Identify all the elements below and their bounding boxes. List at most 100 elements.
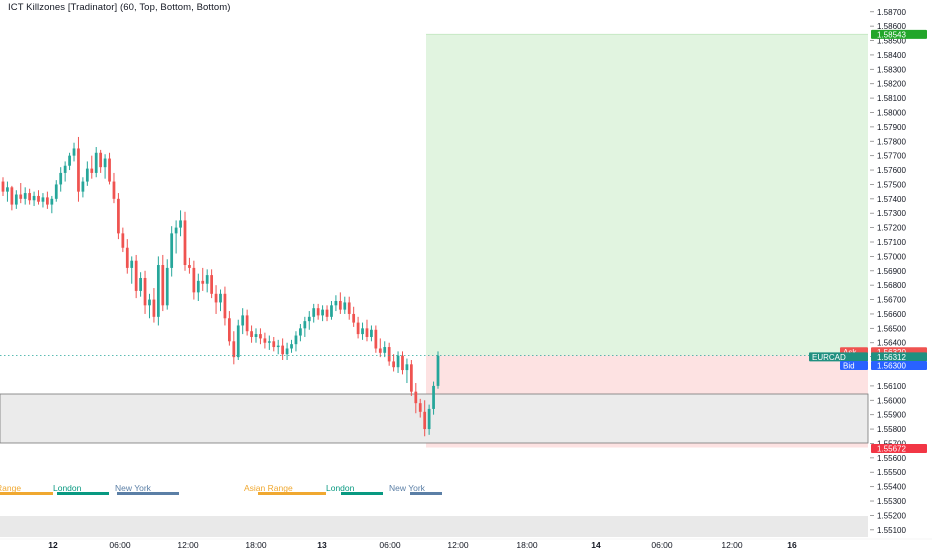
candle-body <box>59 172 63 185</box>
candle-body <box>245 315 249 332</box>
candle <box>196 273 200 301</box>
candle <box>316 303 320 320</box>
candle-body <box>165 267 169 306</box>
candle-body <box>108 158 111 182</box>
candle <box>156 256 160 326</box>
candle-body <box>152 299 156 317</box>
candle <box>183 211 187 271</box>
candle <box>143 270 147 314</box>
candle-body <box>121 233 125 248</box>
candle-body <box>432 385 435 409</box>
candle-body <box>396 355 400 368</box>
candle-body <box>179 220 182 228</box>
price-tick-label: 1.57700 <box>877 152 906 161</box>
price-tick-label: 1.56400 <box>877 339 906 348</box>
candle-body <box>210 275 213 294</box>
price-tick-label: 1.57000 <box>877 252 906 261</box>
session-bar-new-york <box>117 492 179 495</box>
candle-body <box>294 335 298 345</box>
candle-body <box>312 308 316 317</box>
price-tick-label: 1.55200 <box>877 511 906 520</box>
candle-body <box>161 265 165 306</box>
candle-body <box>232 341 236 358</box>
candle-body <box>334 301 338 306</box>
indicator-title[interactable]: ICT Killzones [Tradinator] (60, Top, Bot… <box>8 2 231 13</box>
price-tick-label: 1.58000 <box>877 108 906 117</box>
candle-body <box>54 184 58 199</box>
candle <box>338 292 342 314</box>
candle-body <box>303 321 307 329</box>
candle-body <box>299 328 302 336</box>
time-label: 18:00 <box>245 540 267 550</box>
candle-body <box>378 348 382 353</box>
candle-body <box>68 155 71 166</box>
candle-body <box>228 318 231 342</box>
candle <box>370 325 373 342</box>
candle-body <box>37 195 40 202</box>
candle <box>312 303 316 323</box>
candle-body <box>307 316 311 322</box>
candle <box>294 331 298 352</box>
candle <box>72 142 76 162</box>
price-tick-label: 1.57900 <box>877 123 906 132</box>
session-bar-london <box>57 492 109 495</box>
candle <box>103 154 107 179</box>
price-tick-label: 1.56100 <box>877 382 906 391</box>
candle-body <box>1 181 5 192</box>
candle-body <box>112 181 116 199</box>
time-label: 12:00 <box>447 540 469 550</box>
candle <box>125 239 129 274</box>
candle-body <box>276 345 280 348</box>
candle <box>54 180 58 202</box>
candle-body <box>387 347 391 362</box>
candle-body <box>94 152 98 173</box>
candle-body <box>130 260 134 268</box>
price-tick-label: 1.55500 <box>877 468 906 477</box>
candle-body <box>170 233 174 268</box>
candle <box>436 351 440 389</box>
candle <box>325 305 329 322</box>
candle <box>299 324 302 342</box>
candle-body <box>414 391 418 404</box>
price-tick-label: 1.55400 <box>877 483 906 492</box>
price-tick-label: 1.56900 <box>877 267 906 276</box>
candle <box>303 316 307 337</box>
price-tick-label: 1.55800 <box>877 425 906 434</box>
candle <box>50 195 54 214</box>
time-label: 12:00 <box>721 540 743 550</box>
candle-body <box>343 302 347 310</box>
candle-body <box>352 313 356 323</box>
candle <box>81 177 85 198</box>
candle-body <box>374 329 378 349</box>
candle <box>210 269 213 299</box>
candle <box>236 319 240 360</box>
session-label-asian: Range <box>0 483 21 493</box>
target-zone <box>426 34 868 356</box>
candle <box>179 210 182 237</box>
candle-body <box>28 193 32 201</box>
price-axis[interactable]: 1.58700 1.58600 1.58500 1.58400 1.58300 1.582… <box>870 8 906 535</box>
candle <box>392 354 395 372</box>
time-axis[interactable]: 12 06:00 12:00 18:00 13 06:00 12:00 18:00 14 06:0… <box>0 538 932 550</box>
bid-price-badge <box>871 360 927 370</box>
candle-body <box>330 305 333 317</box>
candle-body <box>214 293 218 303</box>
candle <box>423 400 427 437</box>
candle-body <box>205 275 209 284</box>
candle-body <box>99 152 103 168</box>
session-label-asian: Asian Range <box>244 483 293 493</box>
price-tick-label: 1.57200 <box>877 224 906 233</box>
target-price-badge <box>871 29 927 39</box>
candle <box>28 188 32 205</box>
candle <box>85 161 89 186</box>
candle-body <box>370 329 373 337</box>
price-tick-label: 1.58300 <box>877 65 906 74</box>
time-label: 12 <box>48 540 58 550</box>
candle-body <box>201 280 205 284</box>
candle-body <box>436 355 440 386</box>
candle-body <box>267 341 271 343</box>
stop-price-value: 1.55672 <box>877 444 906 453</box>
price-tick-label: 1.56500 <box>877 324 906 333</box>
